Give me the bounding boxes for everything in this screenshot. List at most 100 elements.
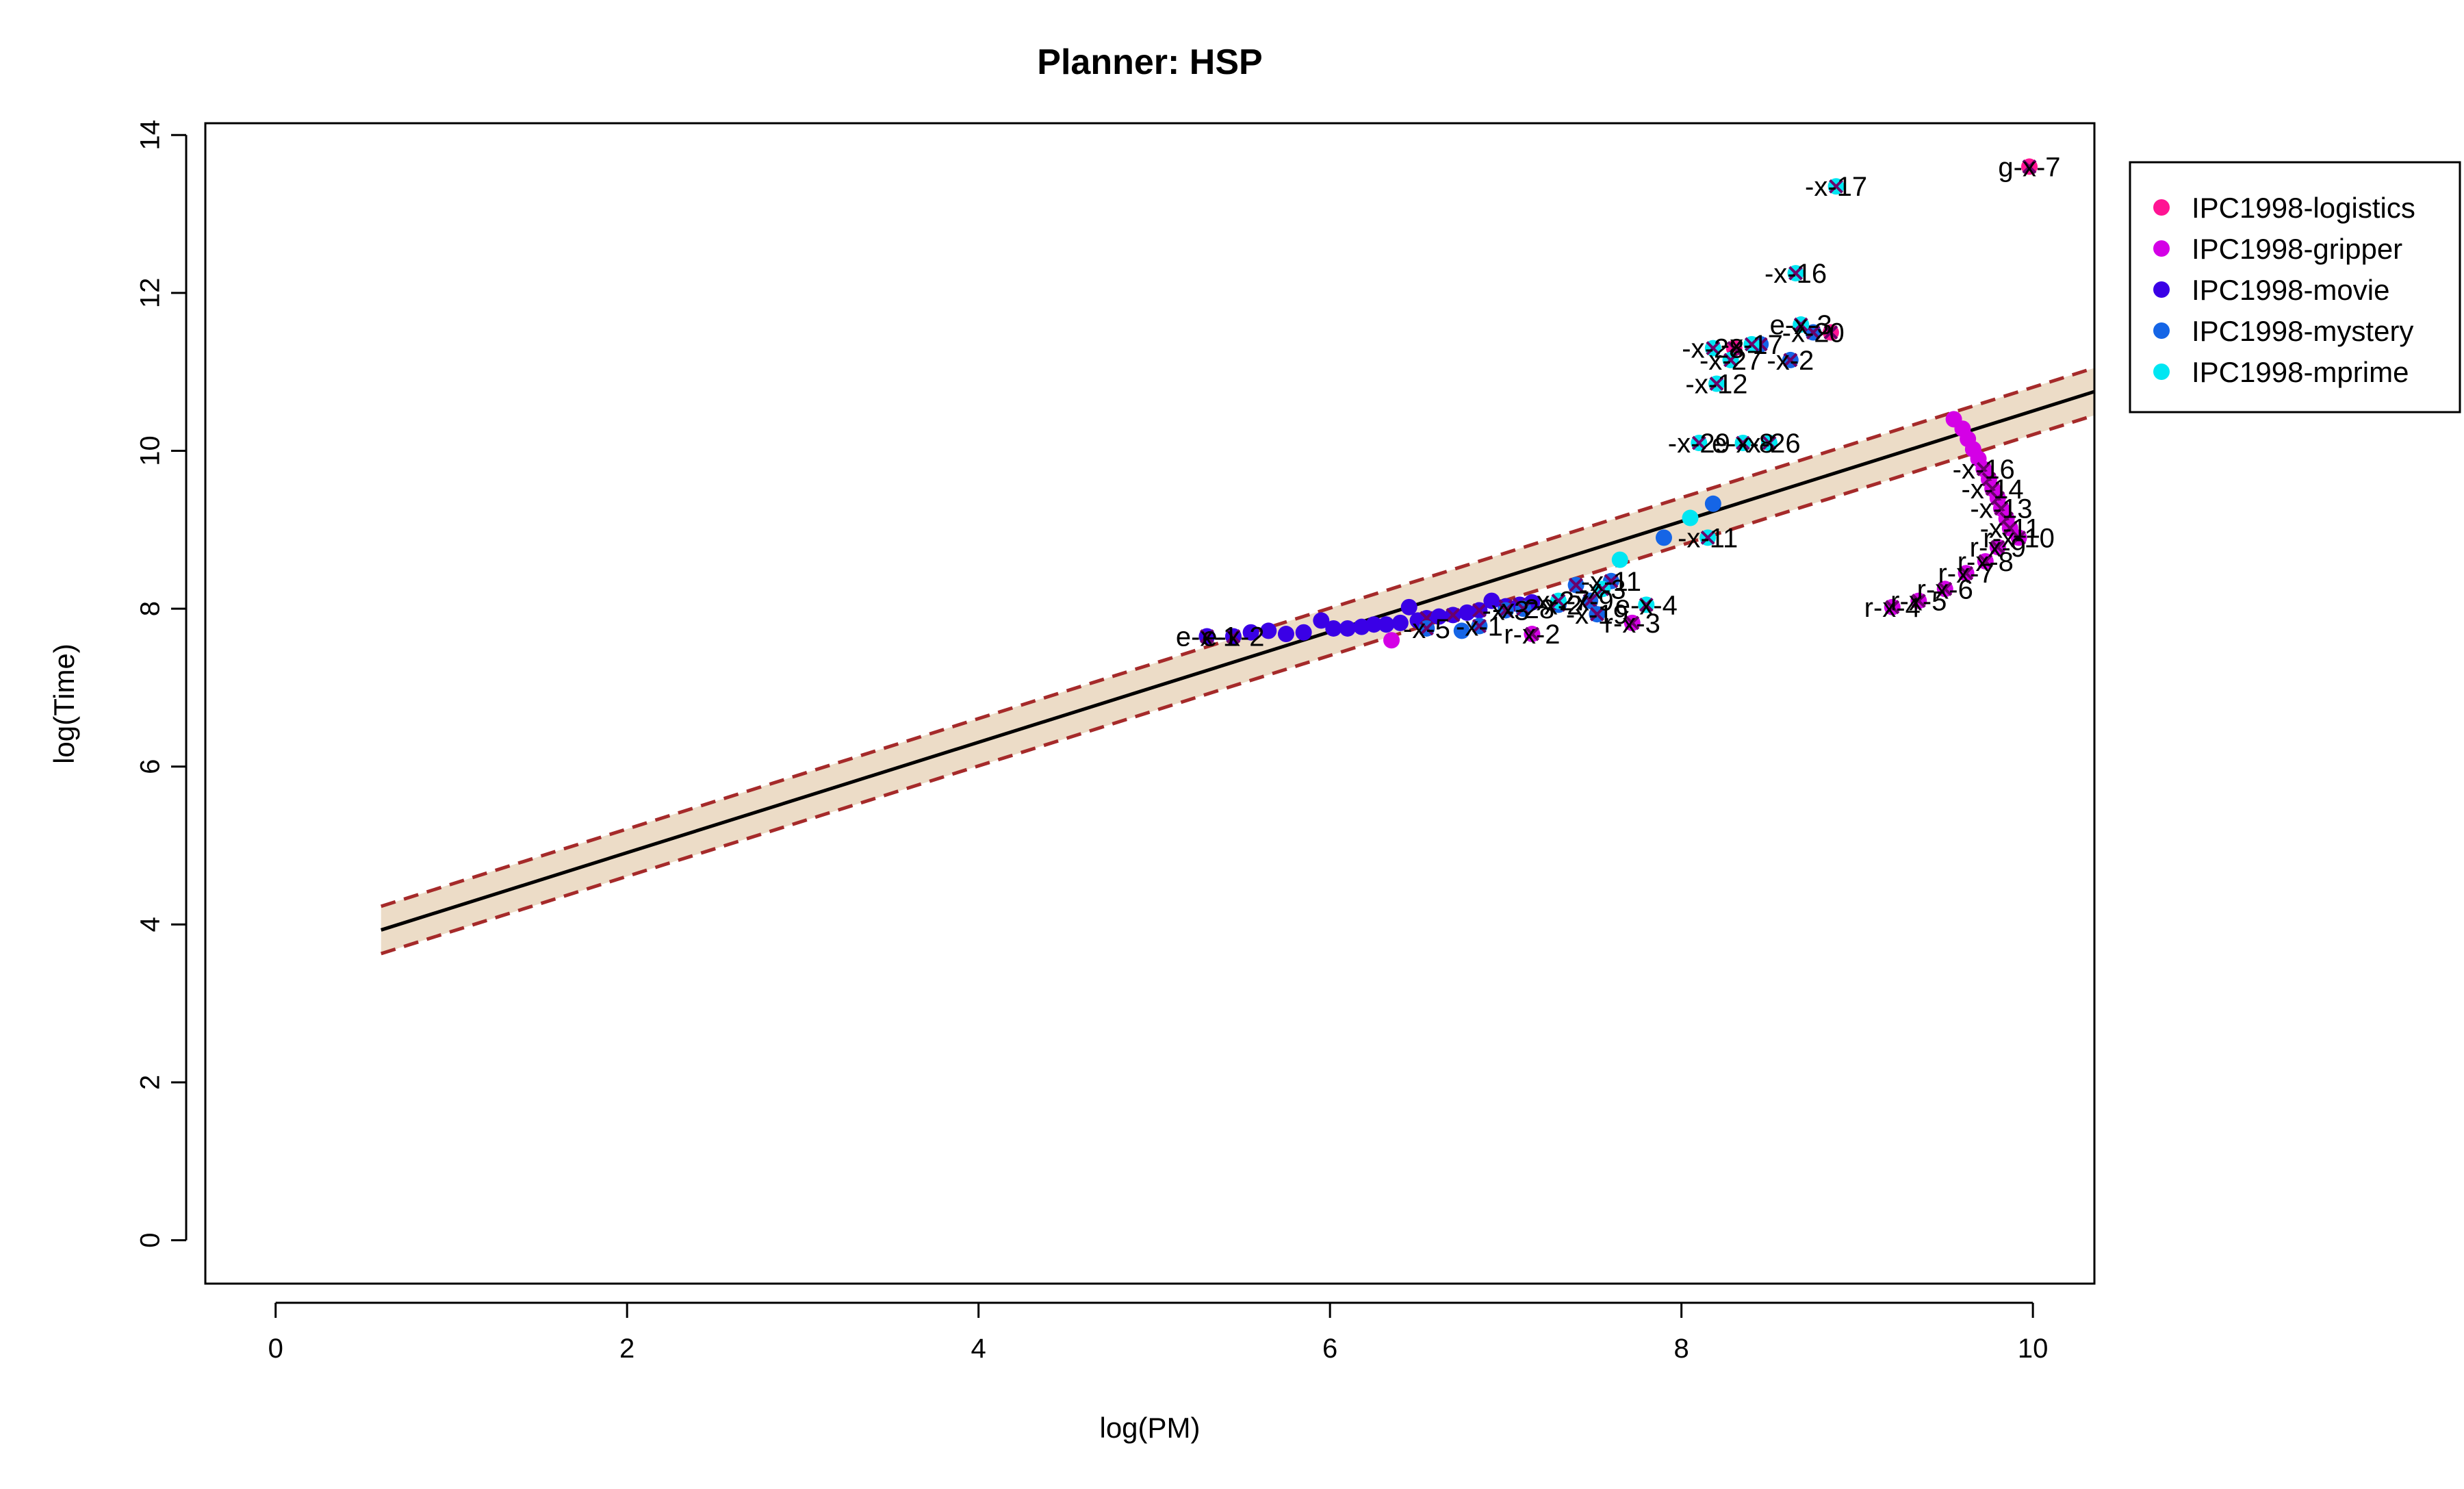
point-cross-marker xyxy=(1569,578,1584,592)
x-axis-title: log(PM) xyxy=(1099,1412,1200,1444)
point-label: -x-13 xyxy=(1970,494,2032,524)
x-tick-label: 10 xyxy=(2018,1334,2049,1364)
y-tick-label: 12 xyxy=(136,278,166,309)
point-label: -x-11 xyxy=(1980,514,2040,544)
data-point xyxy=(1383,632,1400,649)
data-point xyxy=(1655,529,1672,546)
point-label: r-x-2 xyxy=(1504,620,1560,650)
regression-line xyxy=(380,390,2094,932)
point-label: -x-5 xyxy=(1403,614,1450,644)
point-cross-marker xyxy=(1551,594,1566,609)
point-cross-marker xyxy=(1525,626,1539,641)
point-cross-marker xyxy=(1516,601,1530,616)
plot-frame xyxy=(204,122,2096,1285)
data-point xyxy=(1260,622,1277,639)
legend-label: IPC1998-logistics xyxy=(2192,192,2415,224)
point-cross-marker xyxy=(1978,554,1993,569)
point-cross-marker xyxy=(1700,530,1715,545)
point-label: -x-11 xyxy=(1581,567,1641,597)
point-cross-marker xyxy=(1829,179,1844,194)
point-label: r-x-5 xyxy=(1890,587,1947,617)
legend-marker xyxy=(2153,364,2170,380)
point-cross-marker xyxy=(1938,581,1953,596)
points-layer xyxy=(1198,158,2038,649)
point-label: r-x-9 xyxy=(1970,533,2026,563)
x-tick-label: 4 xyxy=(971,1334,986,1364)
y-axis: 0 2 4 6 8 10 12 14 xyxy=(136,120,188,1248)
point-label: -x-26 xyxy=(1738,429,1800,459)
point-label: -x-14 xyxy=(1962,474,2024,505)
point-cross-marker xyxy=(1885,600,1900,615)
point-cross-marker xyxy=(1639,597,1654,612)
y-tick-label: 2 xyxy=(136,1075,166,1090)
data-point xyxy=(1365,616,1383,633)
data-point xyxy=(1277,626,1294,643)
point-label: -x-27 xyxy=(1527,587,1589,617)
data-point xyxy=(1459,604,1476,621)
x-axis: 0 2 4 6 8 10 xyxy=(268,1301,2049,1364)
point-label: -x-12 xyxy=(1685,370,1747,400)
legend-box xyxy=(2129,161,2461,413)
point-label: -x-2 xyxy=(1767,346,1814,376)
point-cross-marker xyxy=(1595,581,1610,596)
point-cross-marker xyxy=(1625,615,1640,631)
data-point xyxy=(1400,598,1417,615)
point-cross-marker xyxy=(1498,603,1513,618)
point-cross-marker xyxy=(1446,607,1461,622)
point-label: r-x-8 xyxy=(1958,547,2014,577)
data-point xyxy=(1704,495,1721,512)
data-point xyxy=(1430,608,1448,625)
point-label: e-x-2 xyxy=(1202,622,1264,652)
point-label: -x-3 xyxy=(1482,596,1529,626)
data-point xyxy=(1339,620,1356,637)
point-cross-marker xyxy=(1472,603,1487,618)
data-point xyxy=(1242,624,1259,641)
point-cross-marker xyxy=(1788,266,1803,281)
data-point xyxy=(1682,509,1699,526)
x-tick-label: 0 xyxy=(268,1334,283,1364)
point-label: r-x-3 xyxy=(1604,609,1660,639)
data-point xyxy=(1313,612,1330,629)
point-cross-marker xyxy=(2012,530,2027,545)
point-cross-marker xyxy=(1723,353,1738,368)
y-tick-label: 4 xyxy=(136,917,166,932)
point-cross-marker xyxy=(1706,341,1721,356)
data-point xyxy=(1378,616,1395,633)
point-cross-marker xyxy=(1744,337,1759,352)
legend-marker xyxy=(2153,281,2170,298)
point-label: r-x-4 xyxy=(1864,593,1921,623)
point-label: -x-28 xyxy=(1492,594,1554,624)
y-tick-label: 6 xyxy=(136,759,166,774)
point-label: -x-16 xyxy=(1953,455,2015,485)
point-label: r-x-7 xyxy=(1938,559,1994,589)
legend: IPC1998-logistics IPC1998-gripper IPC1998-… xyxy=(2129,161,2461,413)
y-tick-label: 10 xyxy=(136,435,166,466)
point-label: r-x-10 xyxy=(1983,523,2054,553)
point-label: e-x-4 xyxy=(1615,590,1678,620)
point-label: -x-11 xyxy=(1678,523,1738,553)
point-label: -x-19 xyxy=(1566,600,1628,630)
point-cross-marker xyxy=(1582,594,1597,609)
y-axis-title: log(Time) xyxy=(48,644,80,764)
point-cross-marker xyxy=(1911,594,1926,609)
x-tick-label: 6 xyxy=(1322,1334,1337,1364)
point-label: e-x-8 xyxy=(1712,429,1774,459)
y-tick-label: 14 xyxy=(136,120,166,151)
point-cross-marker xyxy=(1806,325,1821,340)
point-label: e-x-1 xyxy=(1176,622,1238,652)
point-cross-marker xyxy=(1762,435,1777,450)
data-point xyxy=(1353,618,1370,635)
point-label: -x-2 xyxy=(1535,590,1582,620)
lower-bound-line xyxy=(380,413,2094,956)
legend-marker xyxy=(2153,240,2170,257)
point-label: -x-9 xyxy=(1567,587,1614,617)
point-label: -x-20 xyxy=(1782,318,1845,348)
fit-line-layer xyxy=(380,390,2094,932)
legend-label: IPC1998-movie xyxy=(2192,274,2389,306)
point-cross-marker xyxy=(1959,565,1973,581)
chart-title: Planner: HSP xyxy=(1037,42,1262,82)
data-point xyxy=(1325,620,1342,637)
point-labels-layer: g-x-7-x-16-x-14-x-13-x-11r-x-10r-x-9r-x-… xyxy=(1176,152,2061,652)
point-cross-marker xyxy=(1736,435,1750,450)
